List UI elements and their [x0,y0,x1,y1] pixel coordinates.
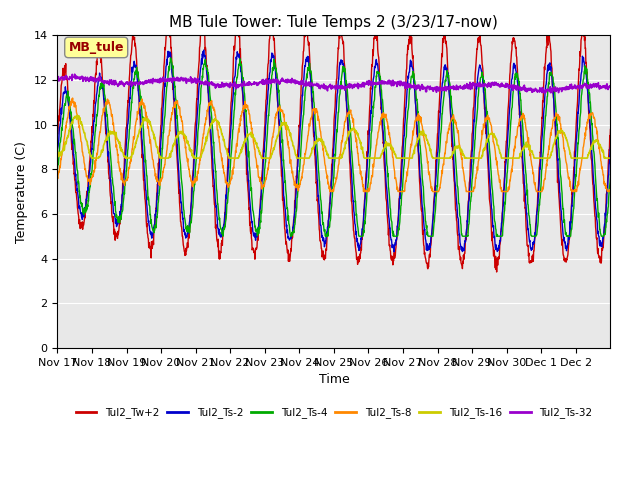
Tul2_Ts-32 [304,82,312,88]
Y-axis label: Temperature (C): Temperature (C) [15,141,28,242]
Tul2_Tw+2 [337,29,344,35]
Tul2_Ts-16 [435,155,443,161]
Tul2_Ts-16 [304,155,312,161]
Tul2_Ts-8 [328,189,335,194]
Tul2_Ts-16 [337,155,345,161]
Tul2_Ts-32 [435,85,443,91]
X-axis label: Time: Time [319,373,349,386]
Tul2_Ts-32 [540,90,548,96]
Tul2_Ts-2 [390,249,398,254]
Tul2_Ts-8 [435,187,443,193]
Tul2_Ts-4 [220,233,227,239]
Tul2_Ts-8 [54,174,61,180]
Tul2_Tw+2 [129,28,137,34]
Tul2_Ts-32 [54,74,61,80]
Tul2_Ts-8 [337,146,345,152]
Tul2_Ts-8 [64,115,72,121]
Tul2_Ts-4 [337,83,345,88]
Tul2_Ts-2 [607,144,614,150]
Tul2_Ts-32 [64,76,72,82]
Tul2_Ts-2 [200,47,207,53]
Legend: Tul2_Tw+2, Tul2_Ts-2, Tul2_Ts-4, Tul2_Ts-8, Tul2_Ts-16, Tul2_Ts-32: Tul2_Tw+2, Tul2_Ts-2, Tul2_Ts-4, Tul2_Ts… [71,403,596,422]
Tul2_Ts-16 [64,133,72,139]
Line: Tul2_Ts-16: Tul2_Ts-16 [58,116,611,158]
Tul2_Tw+2 [493,269,500,275]
Tul2_Tw+2 [304,37,312,43]
Tul2_Ts-2 [304,54,312,60]
Tul2_Ts-2 [572,150,579,156]
Tul2_Tw+2 [435,109,443,115]
Tul2_Tw+2 [572,138,579,144]
Tul2_Ts-2 [435,124,443,130]
Tul2_Ts-4 [152,221,160,227]
Line: Tul2_Tw+2: Tul2_Tw+2 [58,31,611,272]
Tul2_Ts-4 [304,66,312,72]
Tul2_Ts-32 [607,84,614,90]
Tul2_Tw+2 [64,87,72,93]
Tul2_Ts-2 [64,96,72,101]
Tul2_Ts-4 [166,55,174,61]
Tul2_Ts-32 [71,72,79,77]
Tul2_Ts-4 [607,172,614,178]
Tul2_Ts-8 [607,186,614,192]
Tul2_Ts-2 [152,208,160,214]
Tul2_Ts-16 [88,155,95,161]
Line: Tul2_Ts-8: Tul2_Ts-8 [58,98,611,192]
Tul2_Tw+2 [54,131,61,137]
Tul2_Ts-16 [607,155,614,161]
Tul2_Tw+2 [607,127,614,132]
Tul2_Ts-16 [153,144,161,150]
Tul2_Ts-2 [337,61,344,67]
Tul2_Ts-8 [153,177,161,182]
Line: Tul2_Ts-2: Tul2_Ts-2 [58,50,611,252]
Tul2_Ts-4 [54,168,61,174]
Tul2_Ts-4 [572,177,579,183]
Tul2_Ts-32 [153,77,161,83]
Tul2_Ts-4 [64,88,72,94]
Tul2_Tw+2 [153,193,161,199]
Line: Tul2_Ts-32: Tul2_Ts-32 [58,74,611,93]
Text: MB_tule: MB_tule [68,41,124,54]
Line: Tul2_Ts-4: Tul2_Ts-4 [58,58,611,236]
Title: MB Tule Tower: Tule Temps 2 (3/23/17-now): MB Tule Tower: Tule Temps 2 (3/23/17-now… [170,15,499,30]
Tul2_Ts-8 [304,133,312,139]
Tul2_Ts-4 [435,151,443,156]
Tul2_Ts-16 [54,152,61,157]
Tul2_Ts-16 [572,155,579,161]
Tul2_Ts-8 [68,95,76,101]
Tul2_Ts-16 [73,113,81,119]
Tul2_Ts-2 [54,146,61,152]
Tul2_Ts-8 [572,188,579,194]
Tul2_Ts-32 [572,85,579,91]
Tul2_Ts-32 [337,83,344,89]
